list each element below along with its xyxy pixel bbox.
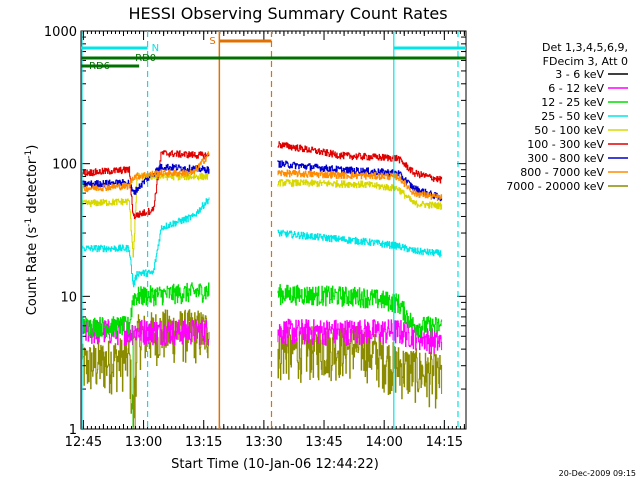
legend-label-7: 800 - 7000 keV	[520, 166, 604, 179]
series-trace-7-before	[81, 151, 210, 193]
y-axis-label-end: )	[25, 145, 40, 150]
plot-clip-group	[81, 141, 443, 429]
chart-title: HESSI Observing Summary Count Rates	[128, 4, 447, 23]
series-trace-2-before	[81, 282, 210, 337]
x-tick-label-0: 12:45	[65, 435, 102, 450]
legend: Det 1,3,4,5,6,9,FDecim 3, Att 03 - 6 keV…	[506, 41, 628, 193]
x-tick-label-5: 14:00	[365, 435, 402, 450]
legend-label-8: 7000 - 20000 keV	[506, 180, 604, 193]
series-trace-3-after	[277, 229, 443, 258]
annotations: S RD0 RD6 N	[81, 31, 466, 429]
series-trace-2	[81, 282, 443, 338]
axes: 1 10 100 1000 12:45 13:00 13:15 13:30 13:45 14:00…	[44, 25, 467, 450]
x-axis-label: Start Time (10-Jan-06 12:44:22)	[171, 457, 379, 472]
x-tick-label-1: 13:00	[125, 435, 162, 450]
y-tick-label-3: 1000	[44, 25, 77, 40]
x-tick-label-3: 13:30	[245, 435, 282, 450]
x-tick-label-6: 14:15	[426, 435, 463, 450]
series-trace-4-after	[277, 179, 443, 210]
legend-label-2: 12 - 25 keV	[541, 96, 604, 109]
x-tick-label-4: 13:45	[305, 435, 342, 450]
series-trace-3-before	[81, 197, 210, 288]
rd0-label: RD0	[135, 53, 156, 64]
y-tick-label-0: 1	[69, 423, 77, 438]
legend-label-6: 300 - 800 keV	[527, 152, 604, 165]
plot-area	[81, 141, 443, 429]
series-trace-6	[81, 160, 443, 202]
y-axis-label-sup1: -1	[24, 218, 34, 227]
series-trace-5-before	[81, 150, 210, 219]
legend-label-1: 6 - 12 keV	[548, 82, 604, 95]
series-trace-5	[81, 141, 443, 219]
series-trace-2-after	[277, 284, 443, 338]
plot-frame	[80, 30, 467, 430]
legend-label-5: 100 - 300 keV	[527, 138, 604, 151]
series-trace-5-after	[277, 141, 443, 184]
saa-label: S	[209, 36, 215, 47]
y-tick-label-2: 100	[52, 158, 77, 173]
series-trace-6-after	[277, 160, 443, 202]
y-axis-label: Count Rate (s-1 detector-1)	[24, 145, 40, 316]
footer-date: 20-Dec-2009 09:15	[559, 469, 636, 478]
series-trace-3	[81, 197, 443, 288]
rd6-label: RD6	[89, 61, 110, 72]
y-tick-label-1: 10	[60, 290, 77, 305]
cyan-n-label: N	[152, 43, 159, 54]
legend-label-0: 3 - 6 keV	[555, 68, 604, 81]
legend-label-3: 25 - 50 keV	[541, 110, 604, 123]
series-trace-7	[81, 151, 443, 201]
series-trace-6-before	[81, 163, 210, 195]
y-axis-label-main: Count Rate (s	[25, 227, 40, 316]
legend-label-4: 50 - 100 keV	[534, 124, 604, 137]
y-axis-label-mid: detector	[25, 158, 40, 218]
legend-header-1: FDecim 3, Att 0	[543, 55, 628, 68]
series-trace-7-after	[277, 169, 443, 201]
y-axis-label-sup2: -1	[24, 150, 34, 159]
x-tick-label-2: 13:15	[185, 435, 222, 450]
legend-header-0: Det 1,3,4,5,6,9,	[542, 41, 628, 54]
